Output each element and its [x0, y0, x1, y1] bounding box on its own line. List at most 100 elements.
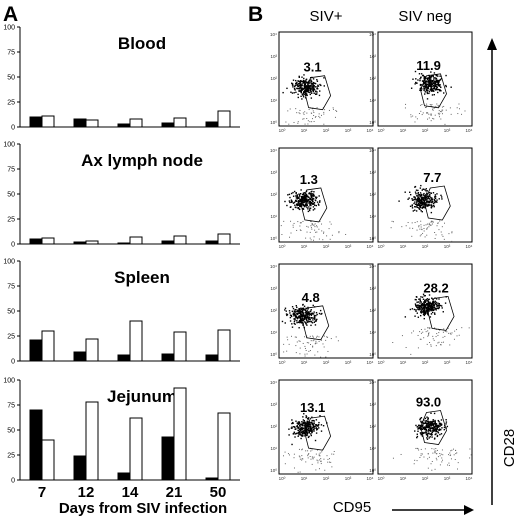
- x-tick-label: 10¹: [400, 244, 407, 249]
- x-tick-label: 21: [166, 484, 183, 501]
- event-dots: [282, 74, 338, 125]
- bar-siv-negative: [85, 338, 99, 362]
- bar-siv-positive: [161, 122, 175, 128]
- y-tick-label: 10²: [270, 192, 277, 197]
- bar-siv-positive: [73, 241, 87, 245]
- gate-percentage: 7.7: [423, 170, 441, 185]
- x-tick-label: 10⁰: [378, 360, 385, 365]
- y-tick-label: 10³: [369, 54, 376, 59]
- y-tick-label: 50: [7, 192, 15, 199]
- gate-percentage: 11.9: [416, 58, 441, 73]
- bar-siv-negative: [173, 331, 187, 362]
- bar-siv-negative: [85, 240, 99, 245]
- bar-siv-positive: [117, 472, 131, 481]
- panel-a-bar-charts: 0 25 50 75 100 Blood 0 25 50 75 100 Ax lymph node 0 2…: [3, 25, 240, 501]
- x-tick-label: 10¹: [301, 360, 308, 365]
- y-tick-label: 25: [7, 453, 15, 460]
- y-tick-label: 10⁰: [369, 352, 376, 357]
- y-tick-label: 10²: [270, 76, 277, 81]
- y-tick-label: 10³: [369, 286, 376, 291]
- x-tick-label: 10⁴: [367, 476, 374, 481]
- y-tick-label: 10²: [369, 76, 376, 81]
- bar-siv-positive: [73, 455, 87, 481]
- x-tick-label: 10³: [345, 476, 352, 481]
- gate-percentage: 13.1: [300, 400, 325, 415]
- bar-siv-positive: [29, 409, 43, 481]
- x-tick-label: 10⁰: [279, 476, 286, 481]
- y-tick-label: 75: [7, 167, 15, 174]
- y-tick-label: 10⁴: [369, 380, 376, 385]
- x-tick-label: 7: [38, 484, 46, 501]
- x-tick-label: 10²: [422, 476, 429, 481]
- x-axis-title: Days from SIV infection: [59, 500, 227, 517]
- y-tick-label: 10³: [270, 402, 277, 407]
- gate-polygon: [304, 415, 332, 451]
- x-tick-label: 14: [122, 484, 139, 501]
- y-tick-label: 100: [3, 259, 15, 266]
- x-tick-label: 50: [210, 484, 227, 501]
- y-tick-label: 25: [7, 217, 15, 224]
- y-tick-label: 10²: [369, 424, 376, 429]
- bar-siv-negative: [173, 235, 187, 245]
- bar-siv-negative: [41, 237, 55, 245]
- y-tick-label: 10¹: [270, 98, 277, 103]
- bar-siv-negative: [41, 439, 55, 481]
- x-tick-label: 10²: [323, 360, 330, 365]
- y-tick-label: 75: [7, 50, 15, 57]
- plot-frame: [278, 147, 374, 243]
- y-tick-label: 10¹: [270, 330, 277, 335]
- bar-siv-negative: [173, 387, 187, 481]
- y-tick-label: 10⁴: [270, 32, 277, 37]
- bar-siv-positive: [161, 353, 175, 362]
- gate-polygon: [420, 410, 447, 445]
- y-tick-label: 100: [3, 142, 15, 149]
- y-tick-label: 10³: [369, 170, 376, 175]
- y-tick-label: 10⁰: [369, 468, 376, 473]
- x-tick-label: 10⁴: [466, 476, 473, 481]
- bar-siv-negative: [129, 118, 143, 128]
- y-tick-label: 10⁰: [270, 120, 277, 125]
- gate-polygon: [420, 73, 447, 109]
- x-tick-label: 10¹: [400, 128, 407, 133]
- x-arrow-head: [464, 505, 474, 515]
- bar-siv-negative: [129, 417, 143, 481]
- y-tick-label: 0: [11, 478, 15, 485]
- y-tick-label: 10¹: [369, 214, 376, 219]
- x-tick-label: 10²: [323, 244, 330, 249]
- y-tick-label: 10²: [369, 308, 376, 313]
- y-tick-label: 75: [7, 284, 15, 291]
- x-tick-label: 10⁰: [279, 360, 286, 365]
- y-tick-label: 75: [7, 403, 15, 410]
- bar-siv-negative: [129, 320, 143, 362]
- y-tick-label: 100: [3, 25, 15, 32]
- y-axis-title: CD28: [501, 429, 518, 467]
- bar-chart-2: 0 25 50 75 100 Ax lymph node: [3, 142, 240, 249]
- y-tick-label: 10⁴: [369, 148, 376, 153]
- x-tick-label: 10³: [345, 128, 352, 133]
- bar-siv-positive: [205, 121, 219, 128]
- bar-siv-positive: [205, 354, 219, 362]
- bar-siv-negative: [85, 401, 99, 481]
- column-header: SIV neg: [398, 8, 451, 25]
- x-tick-label: 10⁴: [367, 360, 374, 365]
- bar-siv-positive: [117, 123, 131, 128]
- x-tick-label: 10²: [422, 360, 429, 365]
- bar-siv-positive: [117, 354, 131, 362]
- bar-chart-3: 0 25 50 75 100 Spleen: [3, 259, 240, 366]
- bar-siv-negative: [217, 412, 231, 481]
- panel-b-flow-plots: SIV+ SIV neg10⁰10⁰10¹10¹10²10²10³10³10⁴10…: [270, 8, 518, 516]
- y-arrow-head: [487, 38, 497, 50]
- bar-siv-positive: [29, 339, 43, 362]
- bar-siv-positive: [73, 351, 87, 362]
- gate-polygon: [302, 305, 330, 341]
- x-tick-label: 10²: [323, 128, 330, 133]
- chart-title: Spleen: [114, 268, 170, 287]
- bar-siv-negative: [41, 330, 55, 362]
- bar-siv-negative: [217, 110, 231, 128]
